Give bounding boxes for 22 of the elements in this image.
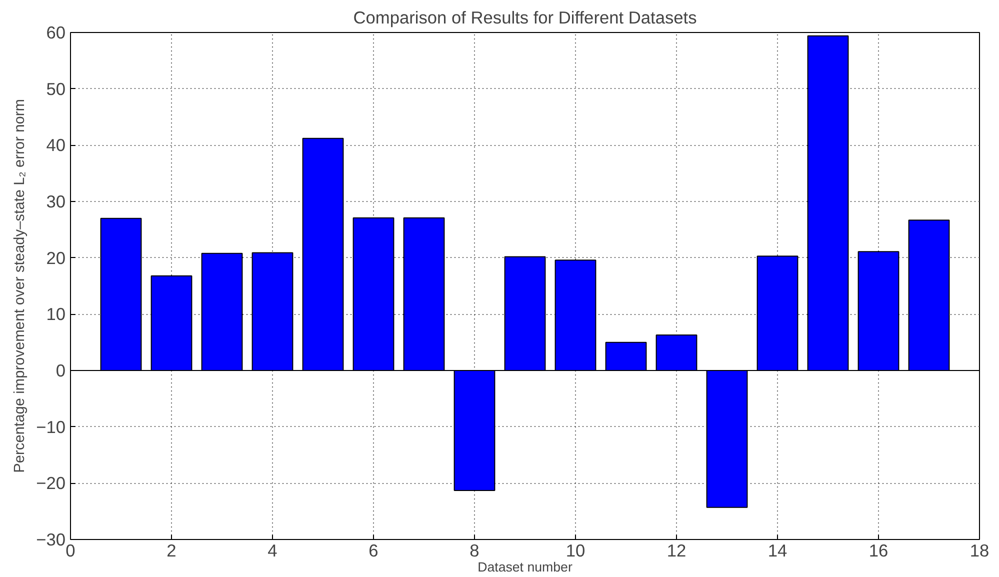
y-tick-label: 10	[46, 304, 66, 324]
chart-title: Comparison of Results for Different Datasets	[353, 8, 698, 28]
y-tick-label: 0	[56, 360, 66, 380]
y-axis-title: Percentage improvement over steady–state L₂ error norm	[12, 99, 28, 473]
x-tick-label: 14	[768, 540, 788, 560]
y-tick-label: −30	[36, 530, 66, 550]
y-tick-label: −10	[36, 416, 66, 437]
y-tick-label: 60	[46, 22, 66, 42]
y-tick-label: 30	[46, 192, 66, 212]
x-axis-title: Dataset number	[478, 560, 573, 574]
y-tick-label: −20	[36, 473, 66, 494]
x-tick-label: 10	[566, 540, 586, 560]
x-tick-label: 12	[666, 540, 686, 560]
y-tick-label: 20	[46, 248, 66, 268]
x-tick-label: 6	[368, 540, 378, 560]
x-tick-label: 8	[470, 540, 480, 560]
x-tick-label: 18	[970, 540, 990, 560]
x-tick-label: 16	[868, 540, 888, 560]
y-tick-label: 50	[46, 78, 66, 99]
x-tick-label: 4	[268, 540, 278, 560]
x-tick-label: 2	[166, 540, 176, 560]
y-tick-label: 40	[46, 135, 66, 156]
